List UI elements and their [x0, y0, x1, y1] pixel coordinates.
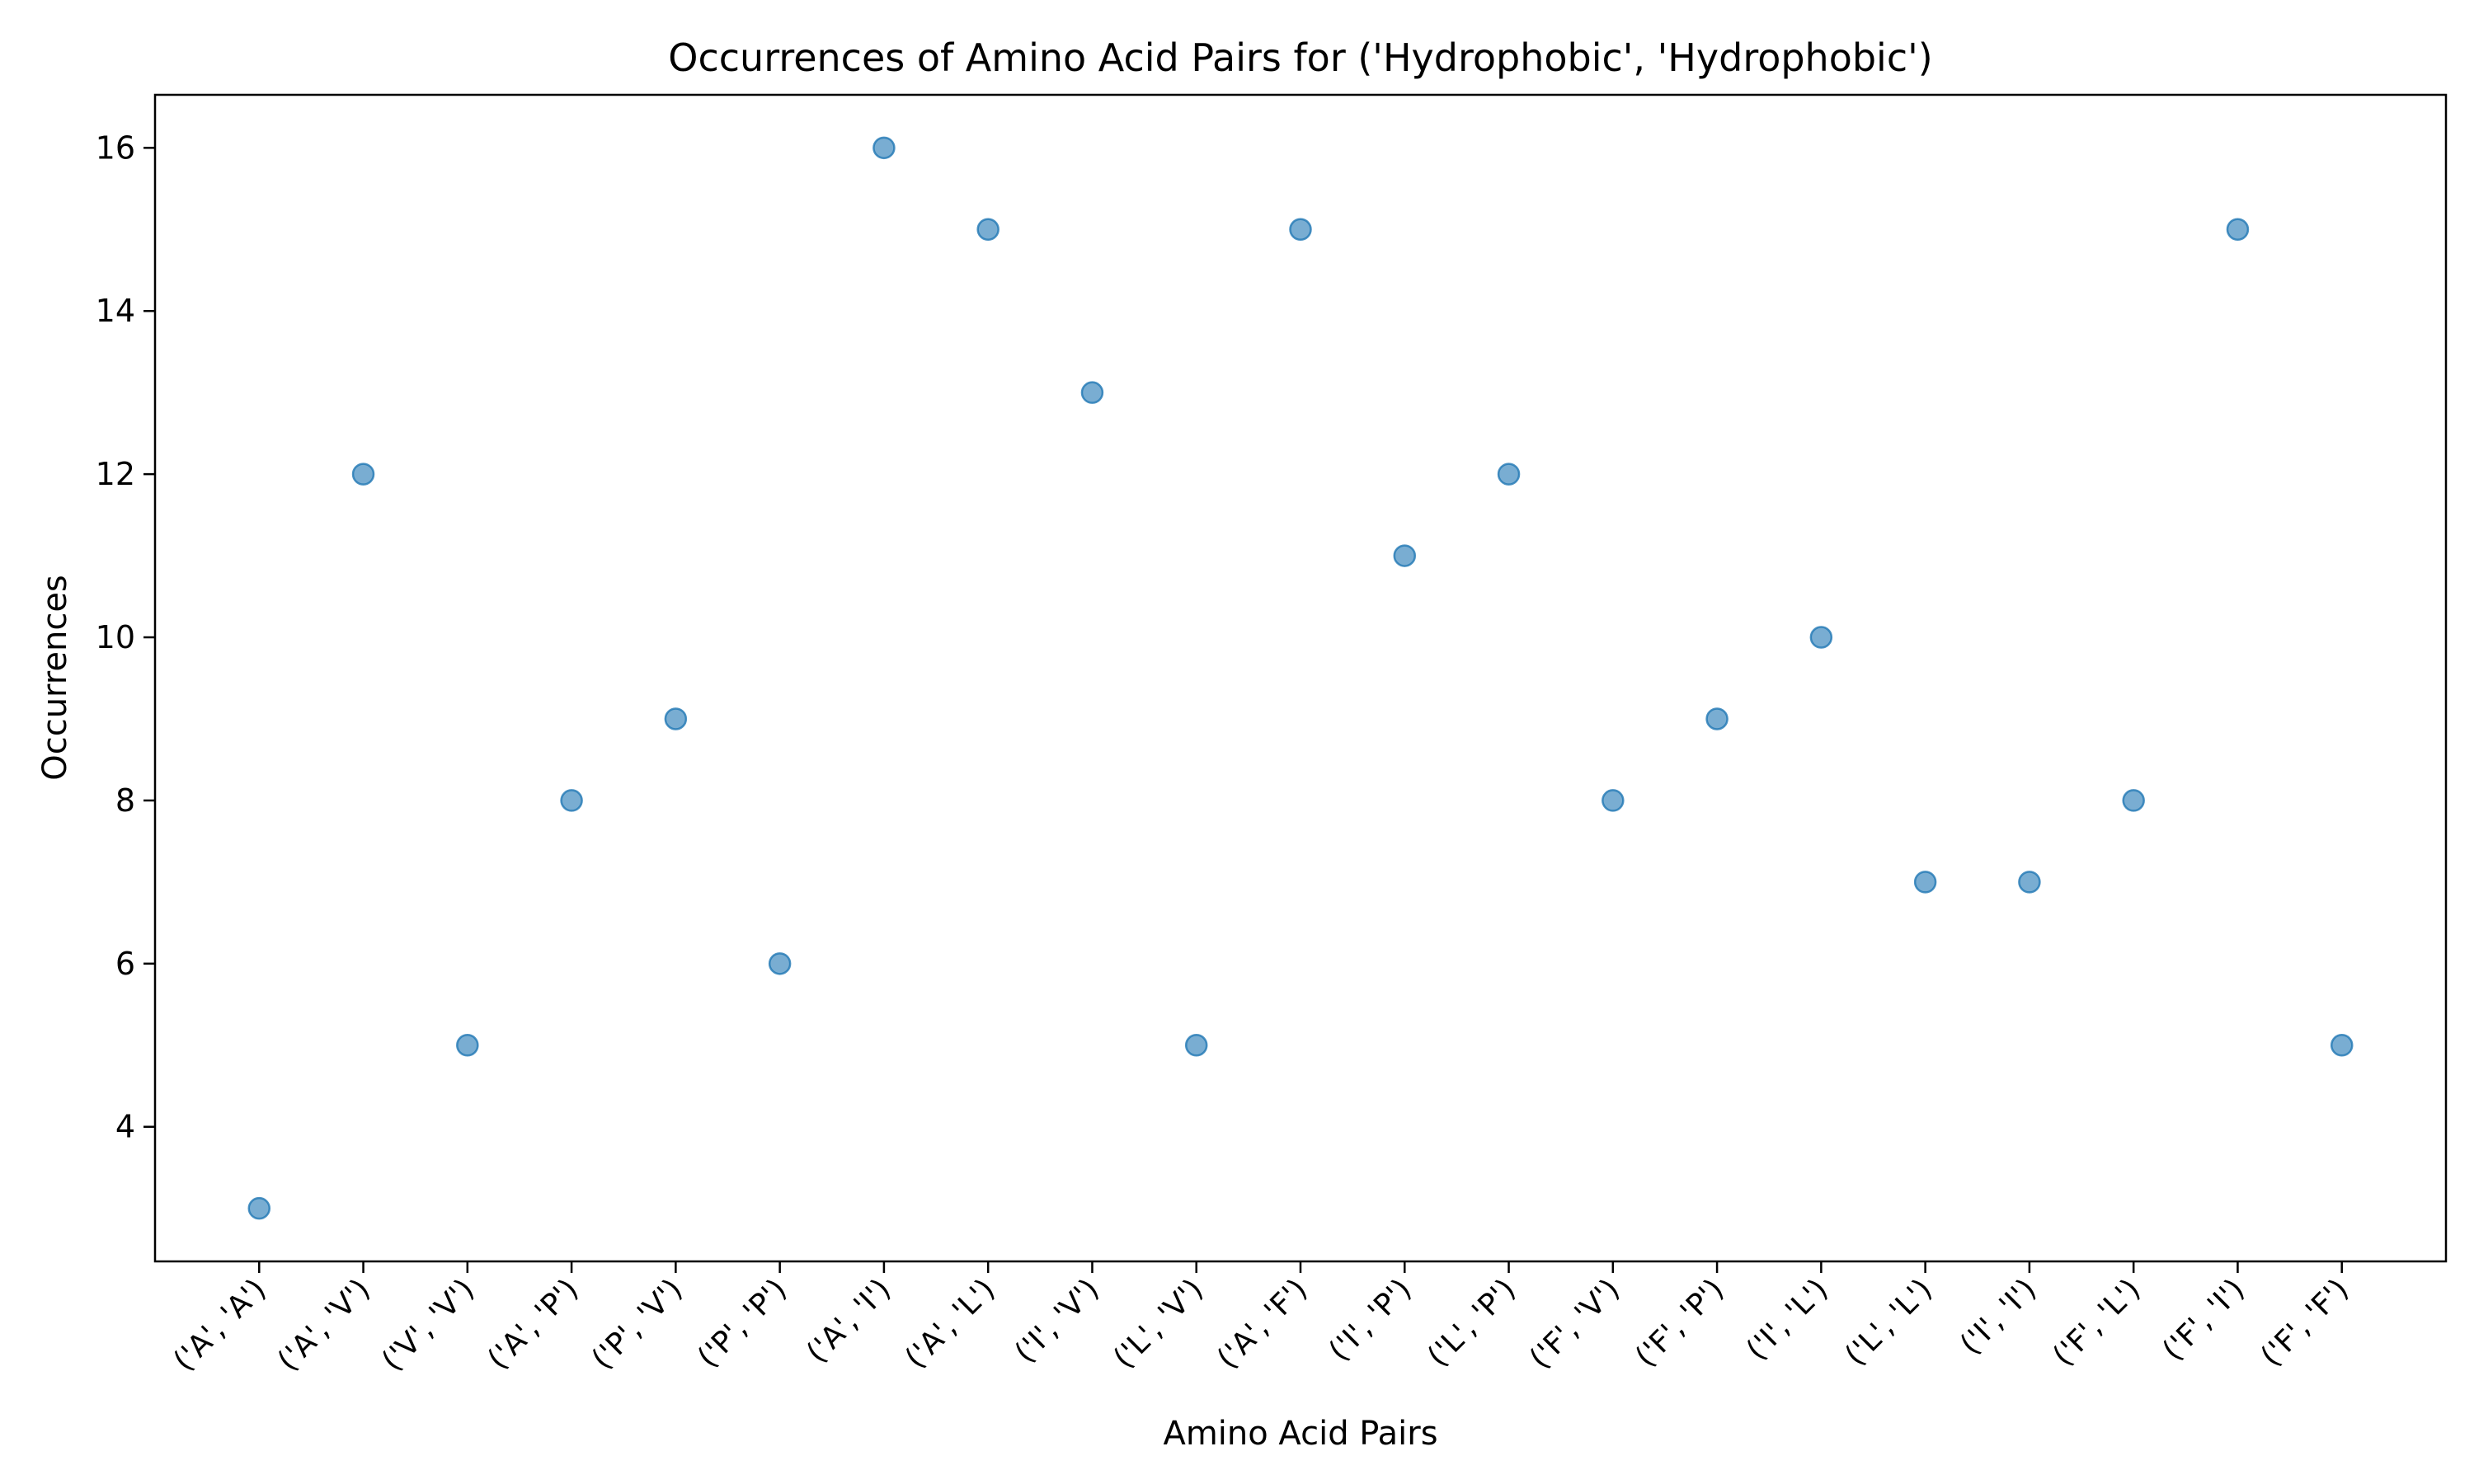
data-point — [1602, 789, 1625, 812]
y-tick-label: 12 — [96, 456, 135, 492]
data-point — [664, 707, 688, 730]
data-point — [1393, 544, 1417, 567]
y-tick-label: 14 — [96, 293, 135, 329]
data-point — [2122, 789, 2145, 812]
data-point — [560, 789, 583, 812]
data-point — [351, 463, 375, 486]
chart-title: Occurrences of Amino Acid Pairs for ('Hy… — [668, 35, 1932, 80]
data-point — [2226, 218, 2250, 242]
y-axis-label: Occurrences — [36, 575, 74, 781]
data-point — [1080, 381, 1104, 404]
data-points — [247, 136, 2354, 1220]
data-point — [456, 1034, 479, 1057]
y-tick-label: 10 — [96, 619, 135, 655]
data-point — [2018, 871, 2041, 894]
data-point — [1497, 463, 1521, 486]
data-point — [768, 952, 792, 975]
y-tick-label: 4 — [115, 1109, 135, 1145]
y-tick-label: 6 — [115, 946, 135, 982]
data-point — [1913, 871, 1937, 894]
data-point — [1705, 707, 1729, 730]
y-axis-ticks: 4 6 8 10 12 14 16 — [96, 129, 155, 1145]
data-point — [1809, 626, 1833, 649]
y-tick-label: 16 — [96, 129, 135, 166]
data-point — [872, 136, 896, 160]
data-point — [247, 1196, 271, 1220]
data-point — [1289, 218, 1312, 242]
y-tick-label: 8 — [115, 782, 135, 819]
data-point — [2330, 1034, 2354, 1057]
x-axis-label: Amino Acid Pairs — [1163, 1415, 1437, 1453]
data-point — [1184, 1034, 1208, 1057]
data-point — [976, 218, 999, 242]
